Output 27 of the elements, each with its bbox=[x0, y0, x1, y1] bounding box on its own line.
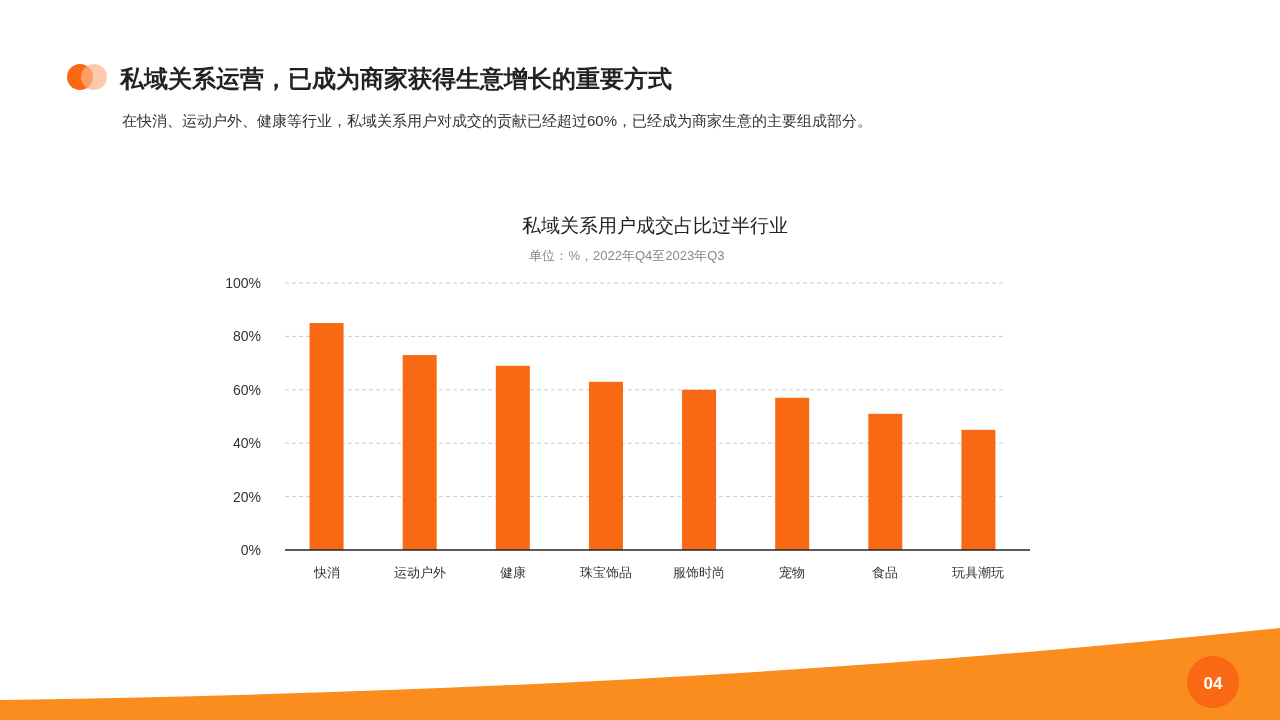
x-tick-label: 珠宝饰品 bbox=[579, 565, 632, 580]
chart-title: 私域关系用户成交占比过半行业 bbox=[522, 215, 788, 236]
bar bbox=[402, 355, 437, 550]
y-tick-label: 100% bbox=[225, 275, 261, 291]
bar bbox=[775, 397, 810, 550]
y-tick-label: 40% bbox=[232, 435, 261, 452]
x-tick-label: 宠物 bbox=[779, 565, 806, 580]
x-tick-label: 运动户外 bbox=[393, 565, 446, 580]
bar bbox=[682, 389, 717, 550]
x-tick-label: 健康 bbox=[499, 565, 526, 580]
bar bbox=[588, 381, 623, 550]
y-tick-label: 80% bbox=[232, 328, 261, 345]
y-tick-label: 0% bbox=[240, 542, 261, 558]
x-tick-label: 食品 bbox=[872, 565, 899, 580]
text: 私域关系运营，已成为商家获得生意增长的重要方式 bbox=[119, 65, 672, 92]
text: 04 bbox=[1203, 674, 1223, 693]
x-tick-label: 服饰时尚 bbox=[673, 565, 726, 580]
text: 在快消、运动户外、健康等行业，私域关系用户对成交的贡献已经超过60%，已经成为商家生意的主要组成部分。 bbox=[122, 112, 873, 129]
chart-subtitle: 单位：%，2022年Q4至2023年Q3 bbox=[529, 248, 725, 263]
bar bbox=[495, 365, 530, 550]
x-tick-label: 快消 bbox=[312, 565, 340, 580]
bar bbox=[309, 323, 344, 550]
x-tick-label: 玩具潮玩 bbox=[952, 565, 1005, 580]
y-tick-label: 20% bbox=[232, 488, 261, 505]
bar bbox=[961, 429, 996, 550]
y-tick-label: 60% bbox=[232, 381, 261, 398]
bar bbox=[868, 413, 903, 550]
